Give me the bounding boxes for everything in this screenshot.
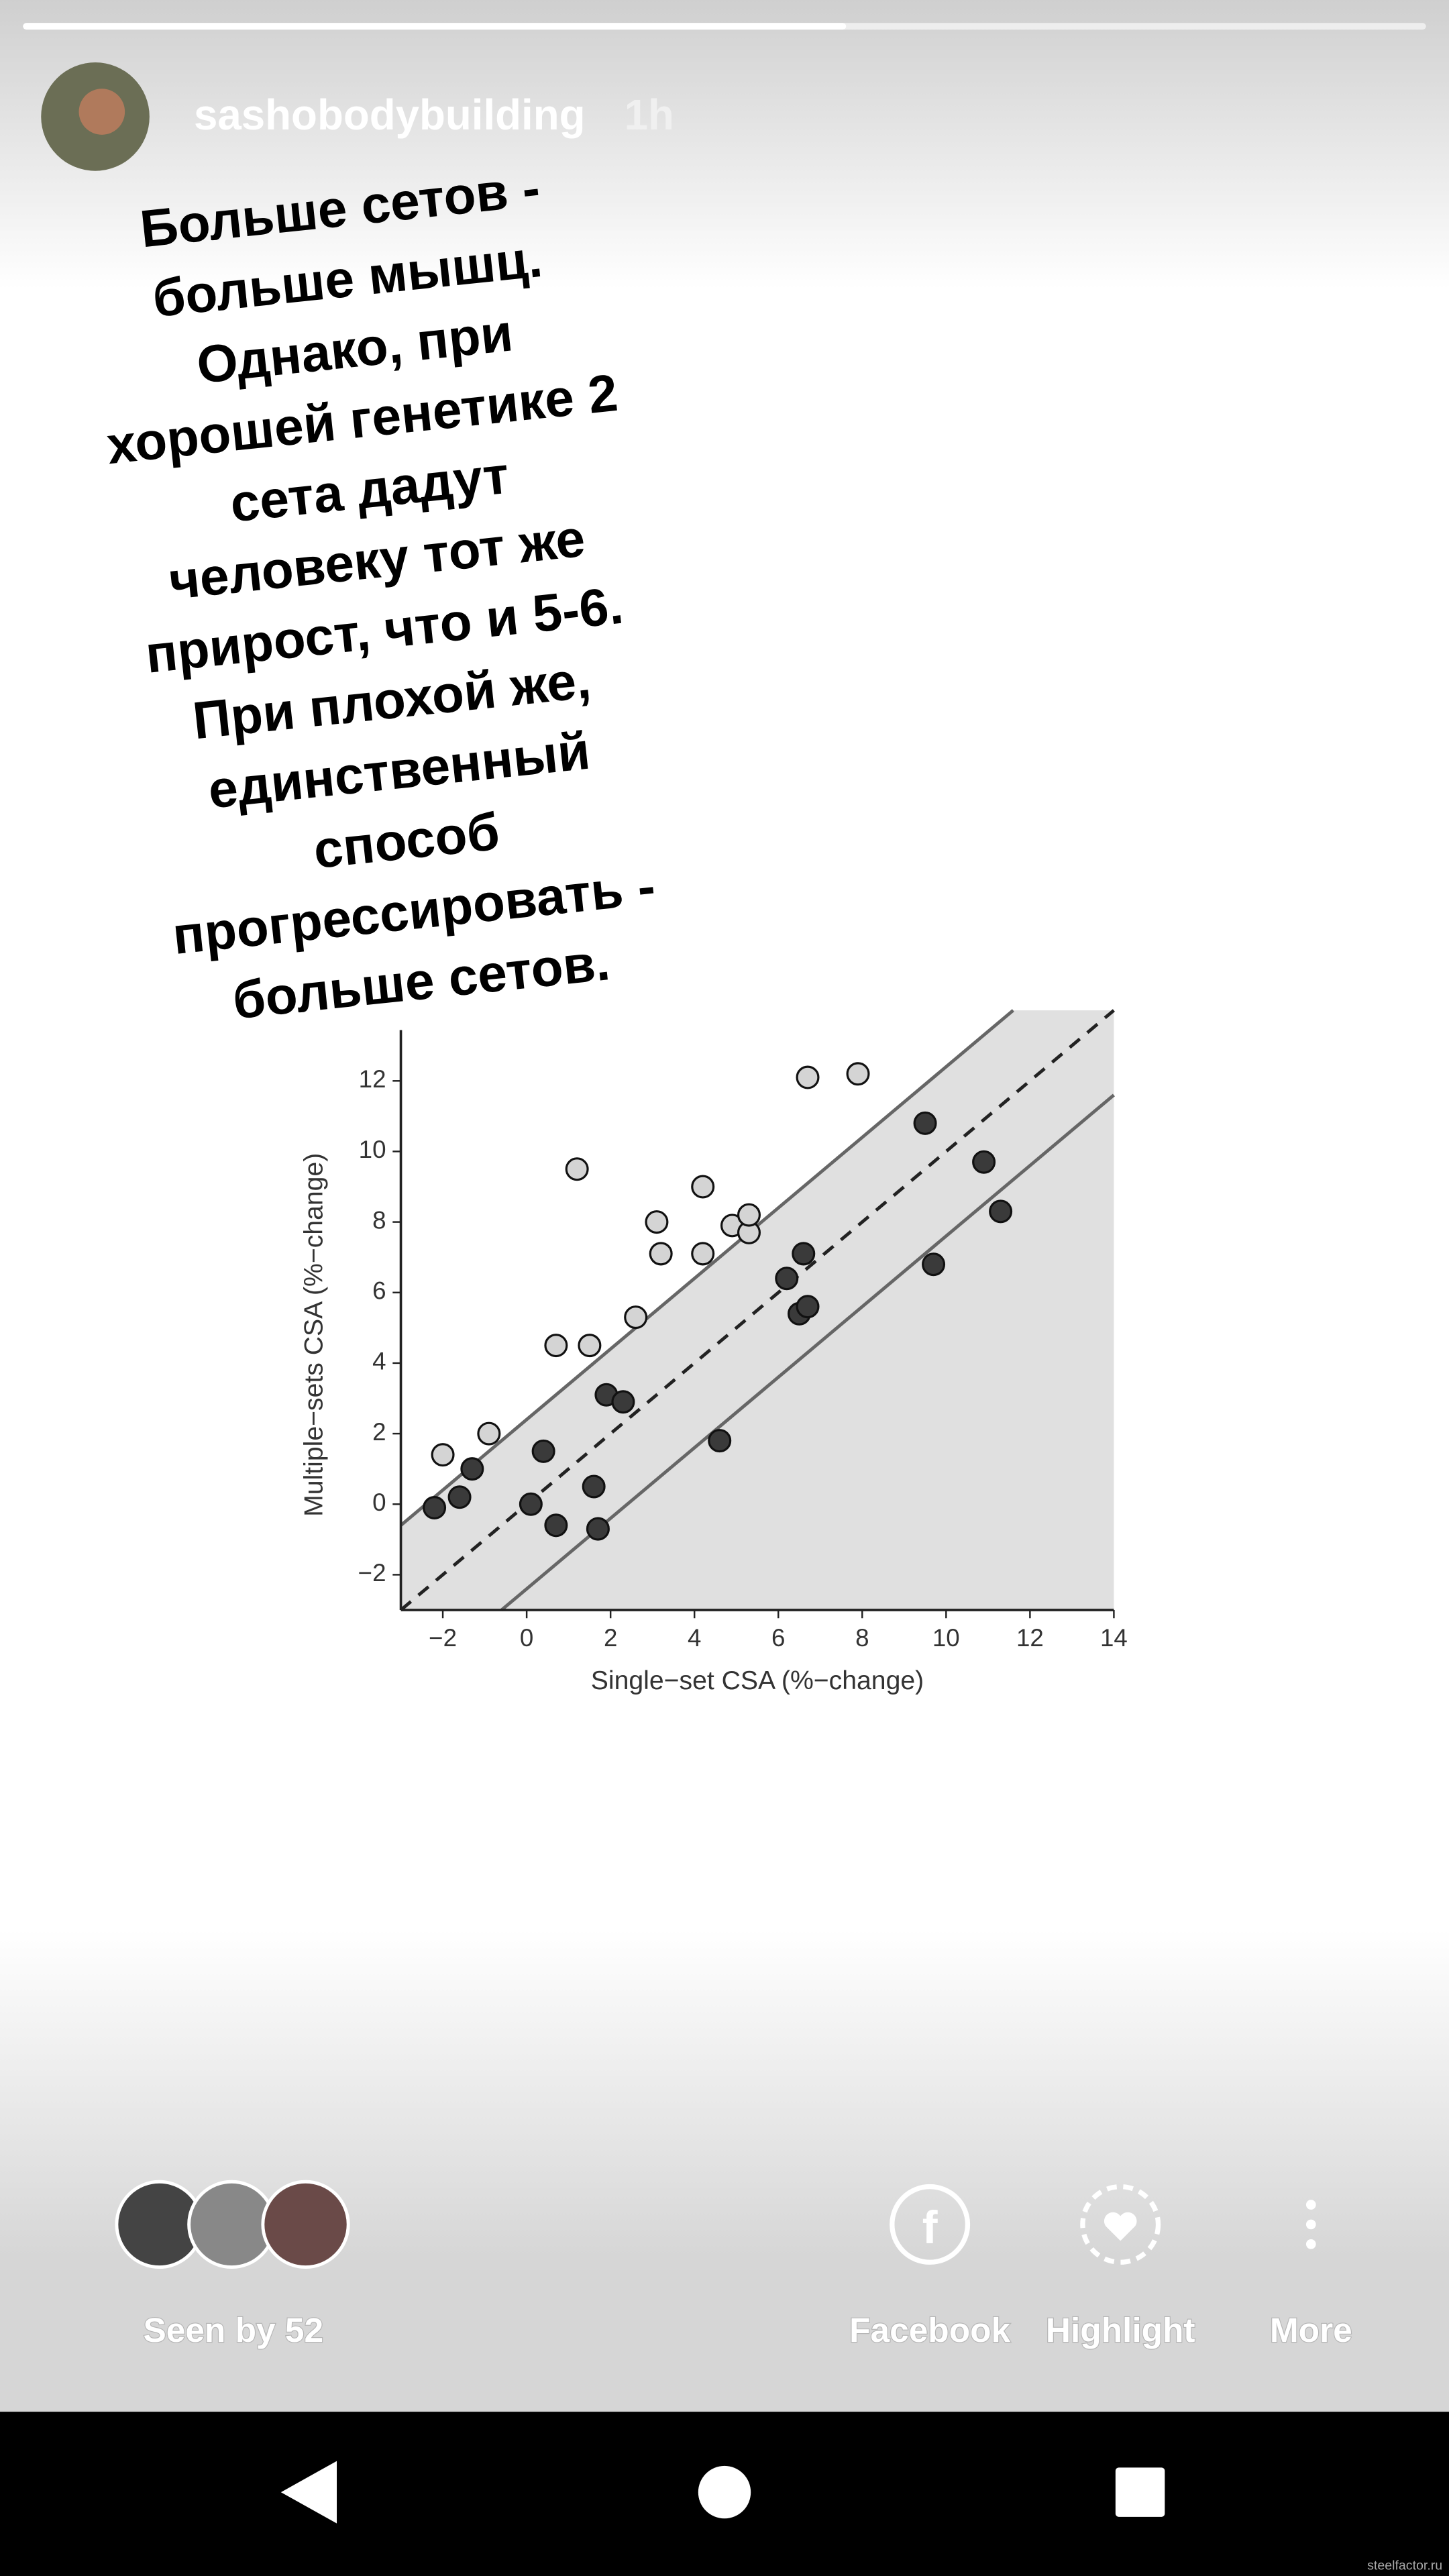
- data-point: [578, 1334, 602, 1358]
- data-point: [477, 1421, 501, 1446]
- y-tick-label: 2: [372, 1418, 386, 1446]
- data-point: [972, 1150, 996, 1174]
- viewer-avatar: [261, 2180, 350, 2269]
- facebook-label[interactable]: Facebook: [849, 2310, 1012, 2350]
- data-point: [913, 1111, 937, 1135]
- highlight-icon[interactable]: [1080, 2184, 1161, 2265]
- data-point: [691, 1242, 715, 1266]
- y-tick-label: −2: [358, 1559, 386, 1587]
- data-point: [582, 1474, 606, 1499]
- data-point: [460, 1457, 484, 1481]
- data-point: [775, 1267, 799, 1291]
- x-tick-label: 4: [688, 1624, 701, 1652]
- data-point: [649, 1242, 673, 1266]
- data-point: [431, 1443, 455, 1467]
- x-tick-label: 14: [1100, 1624, 1128, 1652]
- reference-line: [399, 1009, 1115, 1611]
- data-point: [691, 1175, 715, 1199]
- x-tick-label: 6: [771, 1624, 785, 1652]
- post-time: 1h: [625, 91, 674, 139]
- viewers[interactable]: [115, 2180, 350, 2269]
- x-tick-label: 8: [855, 1624, 869, 1652]
- data-point: [611, 1390, 635, 1414]
- data-point: [708, 1429, 732, 1453]
- x-tick-label: 12: [1016, 1624, 1044, 1652]
- x-axis-label: Single−set CSA (%−change): [591, 1666, 924, 1695]
- facebook-glyph: f: [922, 2202, 938, 2253]
- data-point: [423, 1496, 447, 1520]
- data-point: [586, 1517, 610, 1541]
- facebook-icon[interactable]: [890, 2184, 971, 2265]
- data-point: [645, 1210, 669, 1234]
- data-point: [544, 1513, 568, 1538]
- y-tick-label: 0: [372, 1489, 386, 1516]
- heart: [1104, 2212, 1137, 2241]
- home-button[interactable]: [698, 2465, 751, 2519]
- data-point: [519, 1492, 543, 1516]
- data-point: [796, 1295, 820, 1319]
- background: [0, 0, 1449, 2412]
- y-axis-label: Multiple−sets CSA (%−change): [300, 1153, 329, 1517]
- x-tick-label: 2: [604, 1624, 617, 1652]
- y-tick-label: 6: [372, 1277, 386, 1304]
- data-point: [989, 1199, 1013, 1224]
- data-point: [624, 1305, 648, 1330]
- more-label[interactable]: More: [1269, 2310, 1353, 2350]
- username[interactable]: sashobodybuilding: [194, 91, 586, 139]
- y-tick-label: 10: [359, 1136, 386, 1163]
- recents-button[interactable]: [1115, 2467, 1165, 2517]
- progress-fill: [23, 23, 847, 30]
- y-tick-label: 4: [372, 1348, 386, 1375]
- back-button[interactable]: [280, 2461, 337, 2524]
- y-tick-label: 12: [359, 1065, 386, 1093]
- y-tick-label: 8: [372, 1206, 386, 1234]
- seen-by[interactable]: Seen by 52: [142, 2310, 324, 2350]
- more-icon[interactable]: [1305, 2200, 1316, 2249]
- reference-line: [399, 1009, 1014, 1527]
- highlight-label[interactable]: Highlight: [1045, 2310, 1196, 2350]
- data-point: [544, 1334, 568, 1358]
- avatar-figure: [78, 89, 125, 135]
- x-tick-label: 10: [932, 1624, 960, 1652]
- watermark: steelfactor.ru: [1367, 2558, 1442, 2573]
- data-point: [737, 1203, 761, 1227]
- data-point: [531, 1439, 555, 1463]
- data-point: [792, 1242, 816, 1266]
- data-point: [922, 1252, 946, 1277]
- data-point: [796, 1065, 820, 1089]
- x-tick-label: −2: [429, 1624, 457, 1652]
- x-tick-label: 0: [520, 1624, 533, 1652]
- chart: −2 0 2 4 6 8 10 12 14 −2 0 2 4 6 8 10 12 Single−set CSA (…: [300, 1009, 1128, 1695]
- data-point: [846, 1062, 870, 1086]
- data-point: [565, 1157, 589, 1181]
- data-point: [447, 1485, 472, 1509]
